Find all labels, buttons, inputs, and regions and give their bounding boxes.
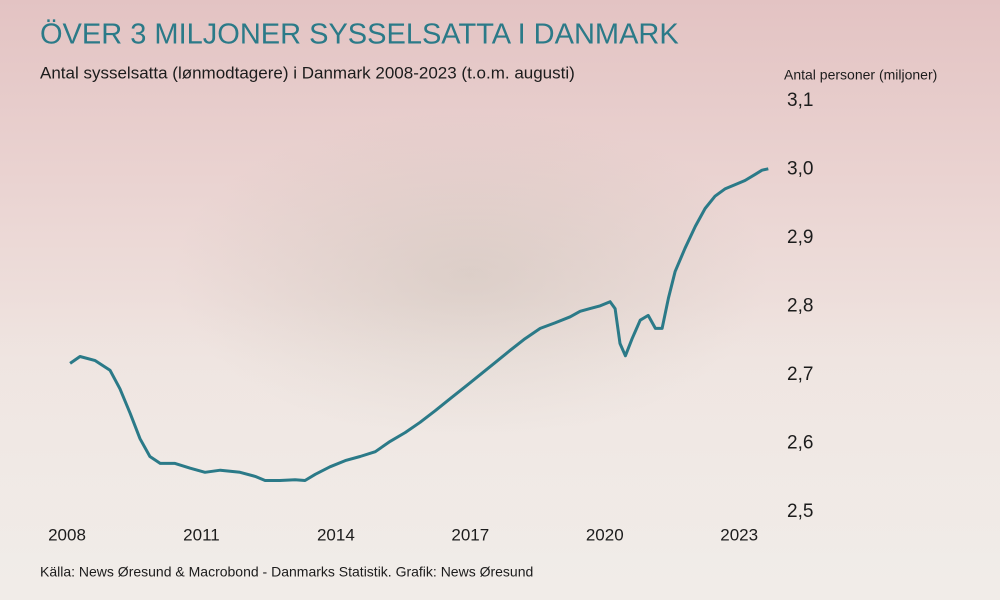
x-tick-label: 2014 (317, 525, 355, 544)
background-fade (0, 300, 1000, 600)
y-tick-label: 2,6 (787, 433, 813, 454)
chart-title: ÖVER 3 MILJONER SYSSELSATTA I DANMARK (40, 19, 679, 51)
chart-subtitle: Antal sysselsatta (lønmodtagere) i Danma… (40, 63, 575, 82)
y-tick-label: 3,0 (787, 159, 813, 180)
y-tick-label: 3,1 (787, 90, 813, 111)
y-tick-label: 2,8 (787, 296, 813, 317)
y-axis-label: Antal personer (miljoner) (784, 67, 937, 83)
x-tick-label: 2008 (48, 525, 86, 544)
x-tick-label: 2020 (586, 525, 624, 544)
x-tick-label: 2011 (183, 525, 220, 544)
y-tick-label: 2,9 (787, 227, 813, 248)
y-tick-label: 2,5 (787, 501, 813, 522)
x-tick-label: 2017 (451, 525, 489, 544)
y-tick-label: 2,7 (787, 364, 813, 385)
x-tick-label: 2023 (720, 525, 758, 544)
source: Källa: News Øresund & Macrobond - Danmar… (40, 564, 533, 580)
data-line (69, 167, 769, 482)
